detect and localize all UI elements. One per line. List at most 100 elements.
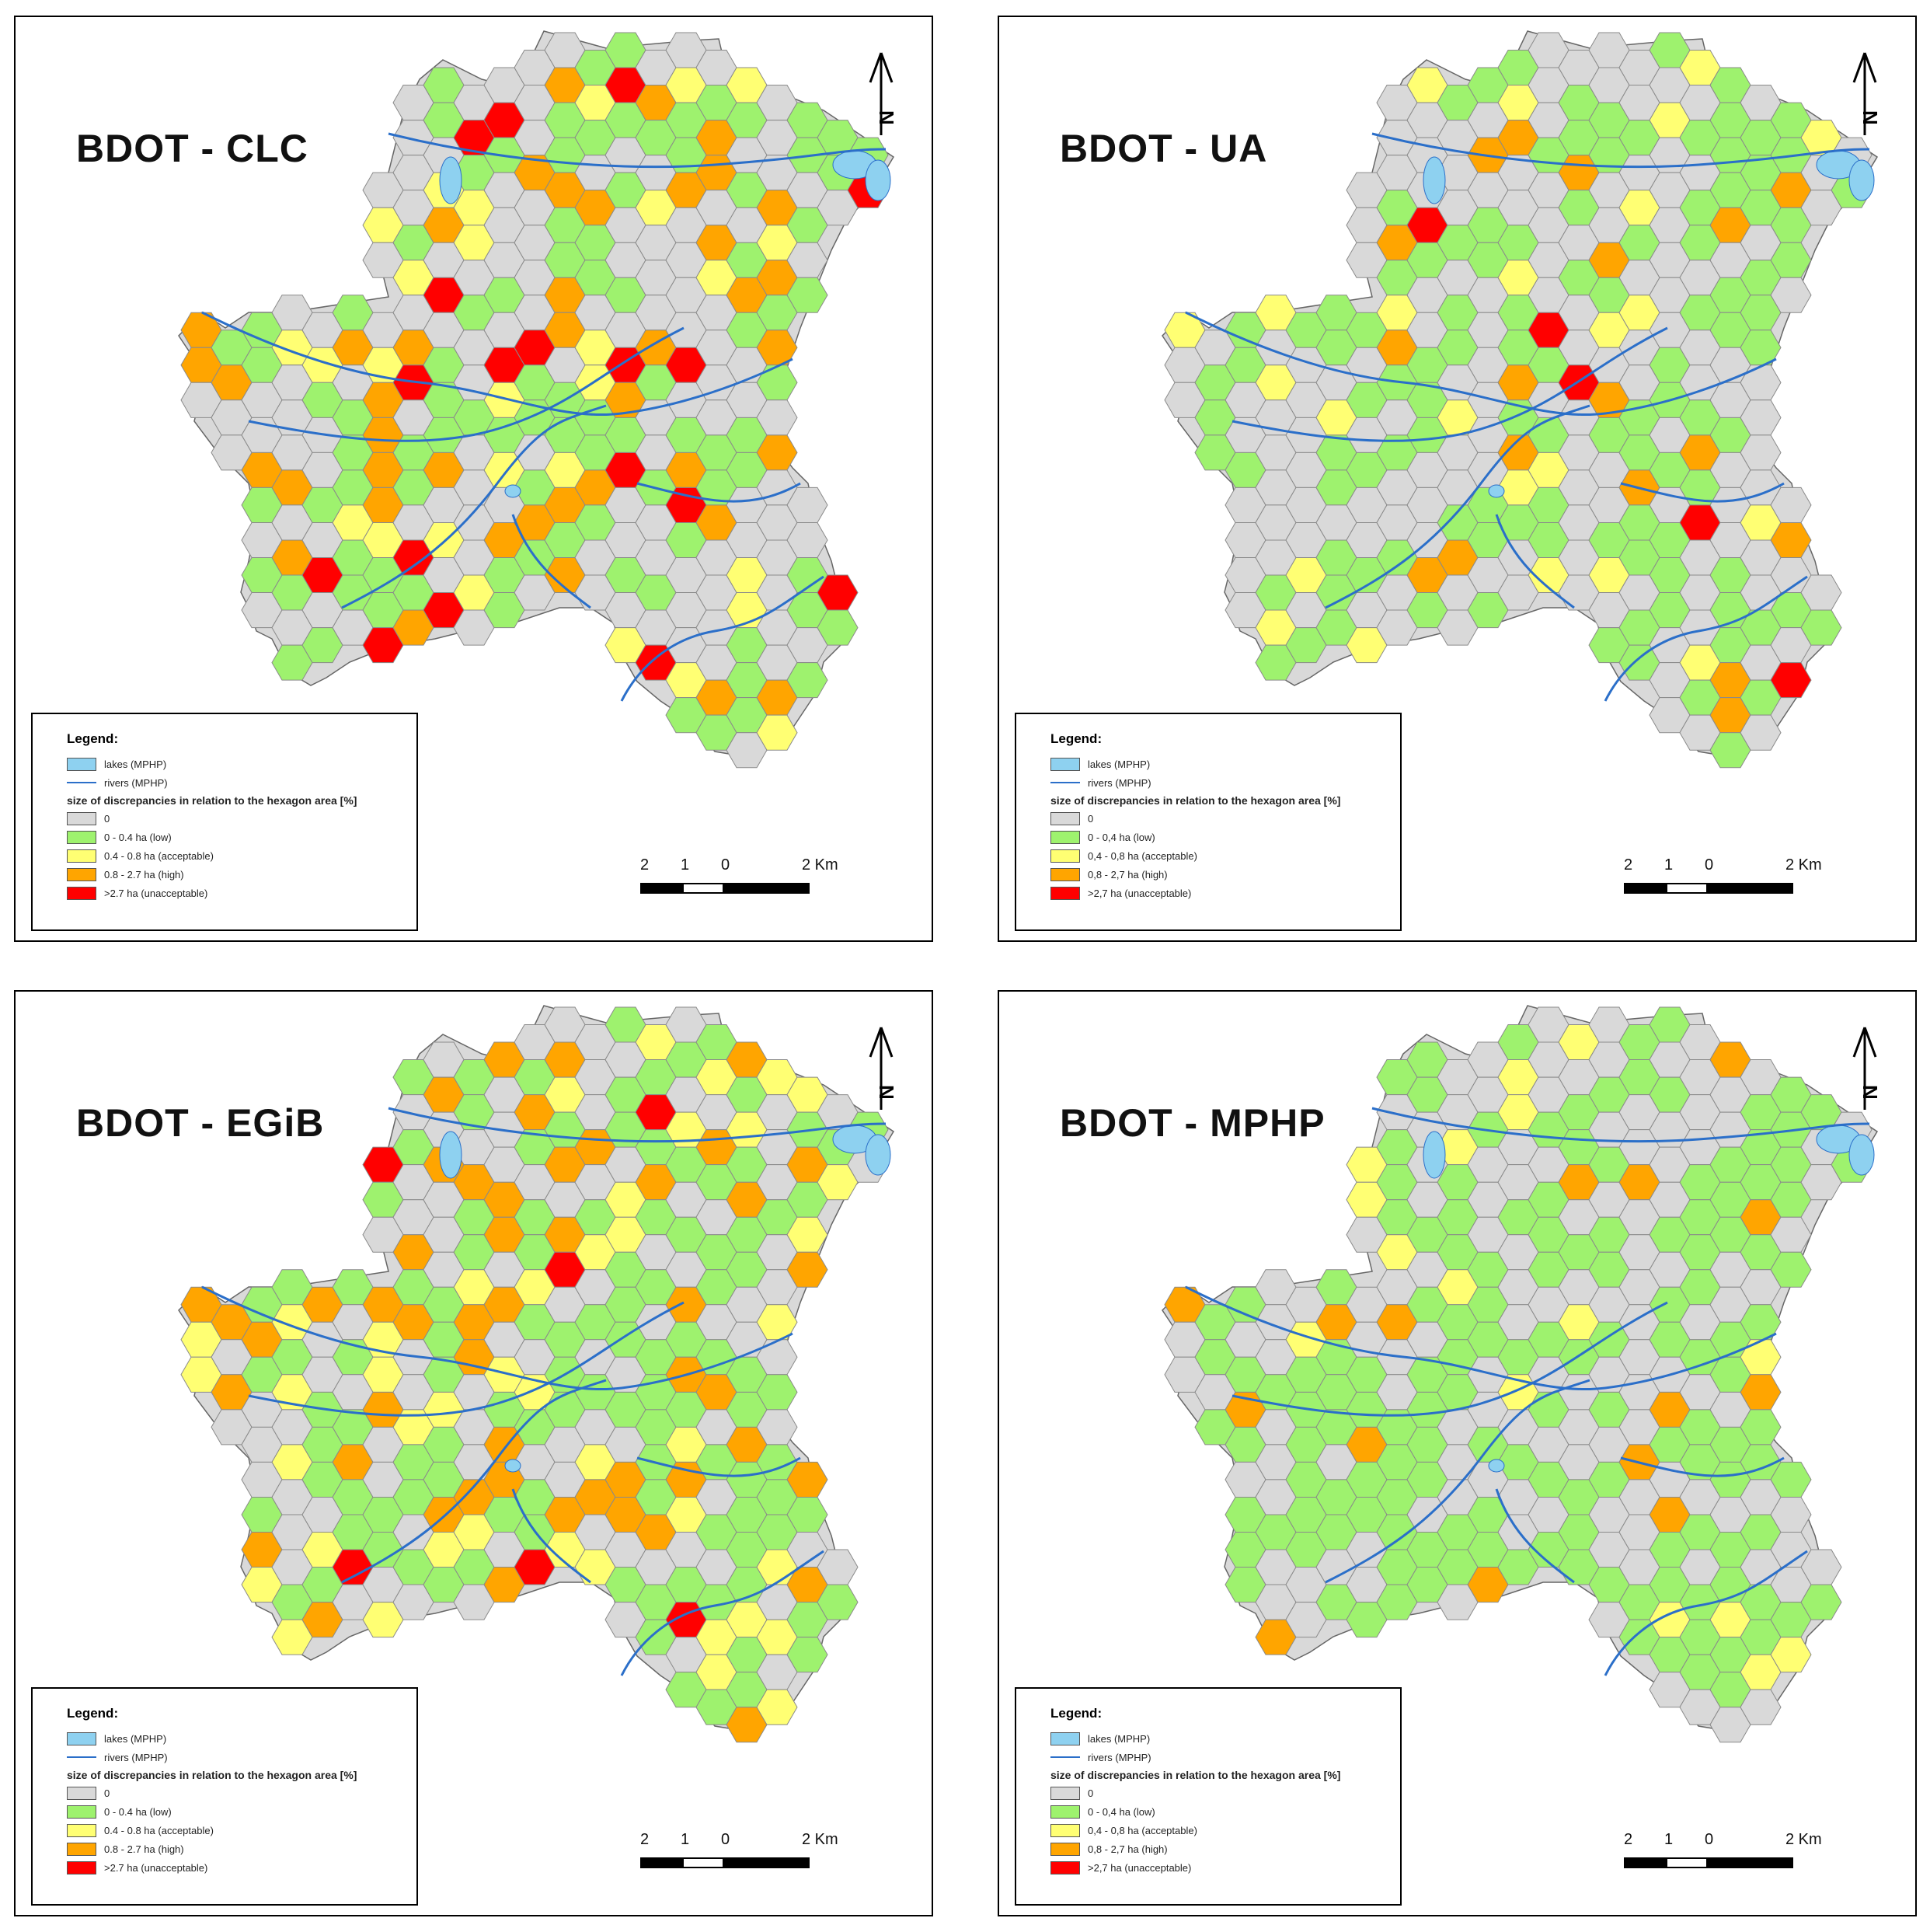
hexagon-cell <box>1800 1584 1842 1620</box>
class-label: 0.4 - 0.8 ha (acceptable) <box>104 849 214 862</box>
scale-bar: 2 1 0 2 Km <box>1624 856 1826 903</box>
scale-label: 0 <box>1705 1831 1714 1848</box>
river-line <box>201 1285 793 1391</box>
north-label: N <box>1859 110 1882 125</box>
class-swatch <box>67 1861 96 1874</box>
river-line <box>1495 1488 1575 1584</box>
hexagon-cell <box>1770 662 1812 699</box>
hexagon-cell <box>1740 1689 1782 1725</box>
river-line <box>248 326 685 442</box>
hexagon-map <box>178 30 895 769</box>
scale-segment <box>723 1857 810 1868</box>
north-label: N <box>875 110 898 125</box>
map-panel-clc: BDOT - CLC N Legend: lakes (MPHP) rivers (… <box>14 16 933 942</box>
lake-shape <box>865 1134 891 1176</box>
river-line <box>1371 1107 1870 1143</box>
river-line <box>1495 514 1575 609</box>
river-line <box>620 575 824 702</box>
class-swatch <box>67 811 96 825</box>
river-line <box>248 1301 685 1417</box>
north-arrow-icon: N <box>1852 1027 1882 1110</box>
class-label: 0.8 - 2.7 ha (high) <box>104 1843 184 1855</box>
north-label: N <box>1859 1085 1882 1100</box>
class-swatch <box>67 867 96 881</box>
river-swatch <box>1050 782 1080 783</box>
panel-title: BDOT - MPHP <box>1060 1101 1326 1145</box>
lake-shape <box>439 1131 462 1179</box>
class-swatch <box>1050 811 1080 825</box>
class-swatch <box>67 1786 96 1800</box>
hexagon-cell <box>817 1584 859 1620</box>
hexagon-cell <box>1740 714 1782 751</box>
class-label: 0 - 0,4 ha (low) <box>1088 1805 1155 1818</box>
legend: Legend: lakes (MPHP) rivers (MPHP) size of … <box>31 1687 418 1906</box>
lake-shape <box>504 484 521 498</box>
river-line <box>636 482 801 503</box>
lake-shape <box>504 1459 521 1473</box>
river-line <box>1325 404 1590 609</box>
scale-bar: 2 1 0 2 Km <box>640 1831 842 1878</box>
legend-title: Legend: <box>1050 1706 1103 1721</box>
class-swatch <box>1050 867 1080 881</box>
lake-label: lakes (MPHP) <box>104 1732 167 1745</box>
scale-segment <box>1706 883 1793 894</box>
class-label: 0,8 - 2,7 ha (high) <box>1088 868 1168 881</box>
lake-label: lakes (MPHP) <box>104 758 167 770</box>
river-line <box>511 1488 591 1584</box>
legend-title: Legend: <box>67 731 119 746</box>
class-swatch <box>1050 1786 1080 1800</box>
scale-label: 2 Km <box>802 1831 838 1848</box>
class-label: >2,7 ha (unacceptable) <box>1088 887 1192 899</box>
legend: Legend: lakes (MPHP) rivers (MPHP) size of … <box>1015 713 1402 931</box>
lake-shape <box>439 156 462 204</box>
class-swatch <box>1050 1842 1080 1856</box>
legend-subtitle: size of discrepancies in relation to the… <box>67 1769 357 1781</box>
class-swatch <box>67 830 96 844</box>
scale-segment <box>723 883 810 894</box>
class-swatch <box>1050 1823 1080 1837</box>
class-swatch <box>1050 1861 1080 1874</box>
river-line <box>620 1550 824 1676</box>
scale-segment <box>1666 1857 1708 1868</box>
river-line <box>388 1107 887 1143</box>
scale-label: 2 <box>1624 1831 1633 1848</box>
lake-shape <box>1848 159 1875 201</box>
scale-label: 2 <box>1624 856 1633 874</box>
hexagon-cell <box>786 1251 828 1288</box>
river-label: rivers (MPHP) <box>1088 776 1151 789</box>
class-label: 0 <box>1088 1787 1094 1799</box>
lake-swatch <box>1050 757 1080 771</box>
river-label: rivers (MPHP) <box>104 776 168 789</box>
river-label: rivers (MPHP) <box>104 1751 168 1763</box>
scale-segment <box>1666 883 1708 894</box>
river-line <box>1620 482 1785 503</box>
legend-subtitle: size of discrepancies in relation to the… <box>1050 794 1341 807</box>
river-swatch <box>67 782 96 783</box>
panel-title: BDOT - EGiB <box>76 1101 325 1145</box>
hexagon-cell <box>786 662 828 699</box>
river-line <box>511 514 591 609</box>
river-line <box>1371 132 1870 169</box>
legend-subtitle: size of discrepancies in relation to the… <box>67 794 357 807</box>
hexagon-cell <box>786 1637 828 1673</box>
class-swatch <box>67 1823 96 1837</box>
class-swatch <box>1050 1805 1080 1819</box>
class-label: 0 <box>104 812 110 825</box>
scale-label: 0 <box>721 856 730 874</box>
river-line <box>1232 326 1668 442</box>
class-label: 0 - 0.4 ha (low) <box>104 1805 172 1818</box>
scale-segment <box>682 883 724 894</box>
north-arrow-icon: N <box>869 52 898 135</box>
hexagon-map <box>1162 30 1879 769</box>
scale-bar: 2 1 0 2 Km <box>640 856 842 903</box>
class-label: >2.7 ha (unacceptable) <box>104 887 208 899</box>
lake-shape <box>865 159 891 201</box>
river-line <box>1185 311 1777 417</box>
legend-subtitle: size of discrepancies in relation to the… <box>1050 1769 1341 1781</box>
legend: Legend: lakes (MPHP) rivers (MPHP) size of … <box>31 713 418 931</box>
class-label: 0 - 0,4 ha (low) <box>1088 831 1155 843</box>
scale-label: 2 <box>640 1831 650 1848</box>
class-label: 0,8 - 2,7 ha (high) <box>1088 1843 1168 1855</box>
scale-label: 0 <box>1705 856 1714 874</box>
hexagon-cell <box>1770 1637 1812 1673</box>
